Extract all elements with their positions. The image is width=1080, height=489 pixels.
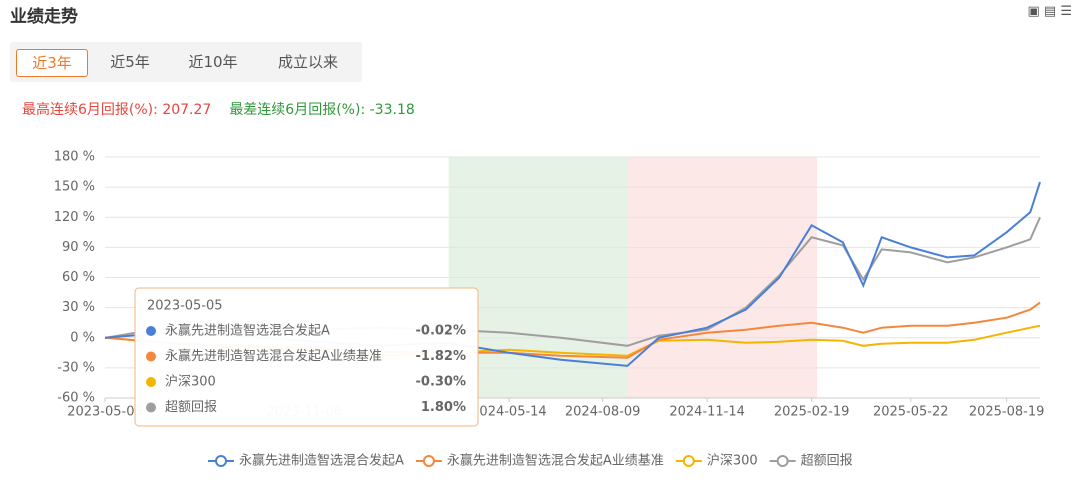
x-tick-label: 2024-08-09 [565, 405, 641, 420]
tooltip-name: 超额回报 [165, 400, 217, 415]
legend-icon [682, 455, 695, 467]
legend-label: 沪深300 [707, 453, 758, 469]
tab[interactable]: 近3年 [16, 49, 88, 77]
tab[interactable]: 近10年 [188, 53, 238, 71]
legend-icon [422, 455, 435, 467]
worst-return: 最差连续6月回报(%): -33.18 [229, 102, 414, 118]
tab[interactable]: 成立以来 [277, 53, 338, 71]
tooltip-value: -0.02% [416, 324, 467, 339]
y-tick-label: 60 % [62, 270, 95, 285]
tooltip: 2023-05-05 永赢先进制造智选混合发起A -0.02% 永赢先进制造智选混合发… [134, 287, 479, 427]
tooltip-dot [146, 377, 156, 387]
stats: 最高连续6月回报(%): 207.27 最差连续6月回报(%): -33.18 [22, 99, 415, 119]
tooltip-box [134, 287, 479, 427]
tab[interactable]: 近5年 [110, 53, 150, 71]
y-tick-label: 0 % [70, 330, 95, 345]
label: 最高连续6月回报(%): [22, 102, 158, 118]
tab-bar: 近3年 近5年 近10年 成立以来 [10, 42, 362, 82]
y-tick-label: -60 % [57, 391, 95, 406]
y-tick-label: 30 % [62, 300, 95, 315]
x-tick-label: 2024-11-14 [669, 405, 745, 420]
legend-label: 永赢先进制造智选混合发起A [239, 453, 404, 469]
value: 207.27 [162, 102, 212, 118]
legend-icon [215, 455, 227, 467]
tooltip-dot [146, 351, 156, 362]
legend-icon [776, 455, 789, 467]
tooltip-value: -1.82% [416, 349, 467, 364]
x-tick-label: 2025-02-19 [774, 405, 850, 420]
tooltip-value: 1.80% [421, 400, 466, 415]
tooltip-dot [146, 402, 156, 413]
legend-label: 超额回报 [801, 454, 853, 469]
best-return: 最高连续6月回报(%): 207.27 [22, 102, 211, 118]
y-tick-label: 180 % [54, 150, 95, 165]
x-tick-label: 2025-05-22 [873, 405, 949, 420]
y-tick-label: -30 % [57, 360, 95, 375]
y-tick-label: 150 % [54, 180, 95, 195]
tooltip-date: 2023-05-05 [147, 299, 223, 314]
y-tick-label: 120 % [54, 210, 95, 225]
tooltip-name: 永赢先进制造智选混合发起A业绩基准 [165, 348, 382, 364]
toolbar-icons[interactable]: ▣ ▤ ☰ [1027, 4, 1072, 19]
tooltip-value: -0.30% [416, 375, 467, 390]
y-tick-label: 90 % [62, 240, 95, 255]
x-tick-label: 2023-05-05 [67, 405, 143, 420]
section-title: 业绩走势 [10, 7, 78, 27]
label: 最差连续6月回报(%): [229, 102, 366, 118]
tooltip-name: 永赢先进制造智选混合发起A [165, 323, 330, 339]
legend-label: 永赢先进制造智选混合发起A业绩基准 [447, 453, 664, 469]
value: -33.18 [369, 102, 415, 118]
tooltip-dot [146, 326, 156, 336]
tooltip-name: 沪深300 [165, 374, 216, 390]
x-tick-label: 2025-08-19 [969, 405, 1045, 420]
x-tick-label: 2024-05-14 [471, 405, 547, 420]
